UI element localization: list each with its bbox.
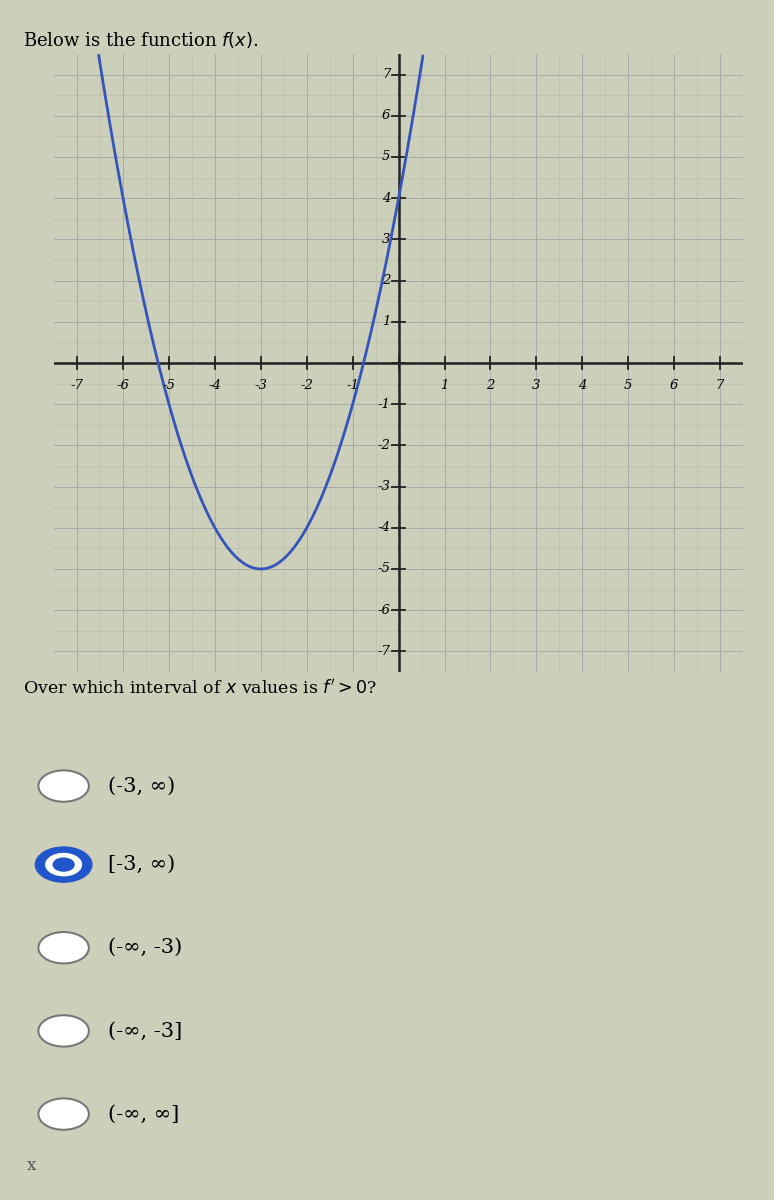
Text: -5: -5 <box>163 379 176 392</box>
Circle shape <box>36 847 92 882</box>
Text: Below is the function $f(x)$.: Below is the function $f(x)$. <box>23 30 259 50</box>
Text: 7: 7 <box>716 379 724 392</box>
Text: -7: -7 <box>70 379 84 392</box>
Text: 4: 4 <box>578 379 587 392</box>
Circle shape <box>46 853 81 876</box>
Text: Over which interval of $x$ values is $f'> 0$?: Over which interval of $x$ values is $f'… <box>23 678 377 697</box>
Text: (-3, ∞): (-3, ∞) <box>108 776 176 796</box>
Text: 5: 5 <box>382 150 390 163</box>
Text: -4: -4 <box>208 379 221 392</box>
Text: 1: 1 <box>440 379 449 392</box>
Text: -7: -7 <box>378 644 390 658</box>
Circle shape <box>39 1098 89 1129</box>
Text: -4: -4 <box>378 521 390 534</box>
Text: 5: 5 <box>624 379 632 392</box>
Text: -3: -3 <box>255 379 267 392</box>
Text: (-∞, -3]: (-∞, -3] <box>108 1021 183 1040</box>
Text: 7: 7 <box>382 68 390 82</box>
Text: 4: 4 <box>382 192 390 205</box>
Circle shape <box>39 770 89 802</box>
Text: 6: 6 <box>670 379 678 392</box>
Circle shape <box>39 1015 89 1046</box>
Circle shape <box>39 932 89 964</box>
Text: x: x <box>26 1157 36 1174</box>
Text: (-∞, ∞]: (-∞, ∞] <box>108 1104 180 1123</box>
Text: -6: -6 <box>117 379 129 392</box>
Text: [-3, ∞): [-3, ∞) <box>108 856 176 874</box>
Text: 2: 2 <box>486 379 495 392</box>
Text: -2: -2 <box>300 379 313 392</box>
Text: -3: -3 <box>378 480 390 493</box>
Text: 1: 1 <box>382 316 390 329</box>
Text: -5: -5 <box>378 563 390 576</box>
Text: -1: -1 <box>378 397 390 410</box>
Text: -6: -6 <box>378 604 390 617</box>
Text: 3: 3 <box>382 233 390 246</box>
Text: -1: -1 <box>346 379 359 392</box>
Text: 2: 2 <box>382 274 390 287</box>
Text: 6: 6 <box>382 109 390 122</box>
Text: -2: -2 <box>378 439 390 452</box>
Circle shape <box>53 858 74 871</box>
Text: (-∞, -3): (-∞, -3) <box>108 938 183 958</box>
Text: 3: 3 <box>533 379 540 392</box>
